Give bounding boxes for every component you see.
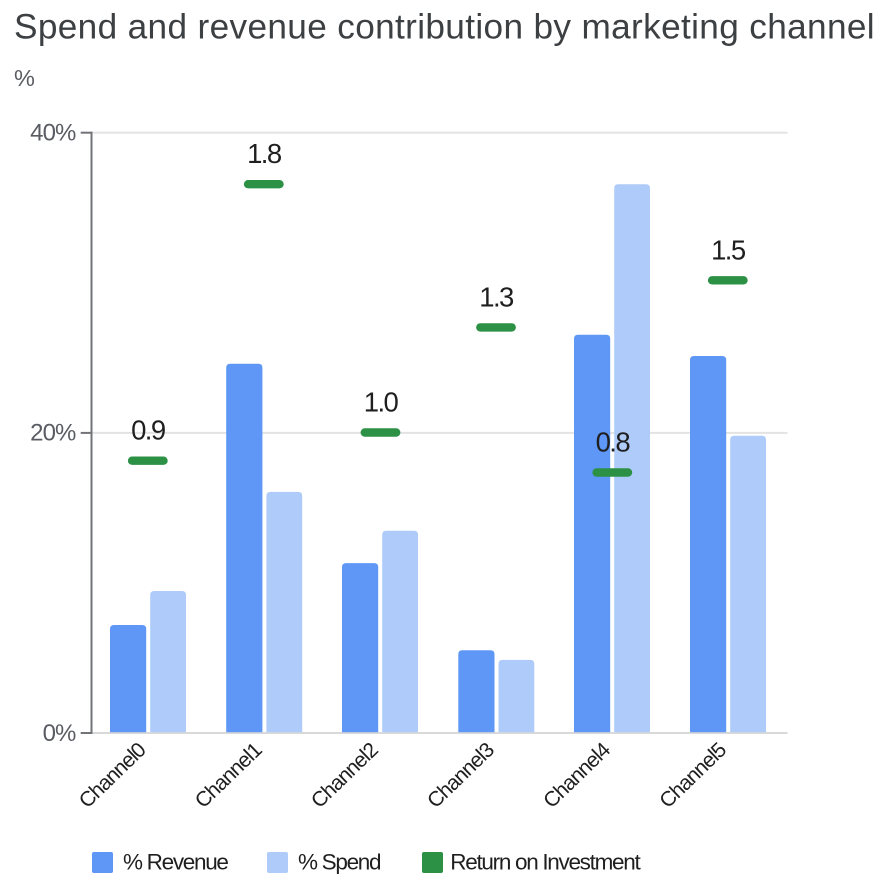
svg-text:Return on Investment: Return on Investment — [450, 850, 641, 875]
svg-text:0%: 0% — [43, 720, 76, 747]
svg-text:40%: 40% — [30, 120, 76, 147]
svg-text:0.8: 0.8 — [596, 427, 631, 458]
svg-text:% Spend: % Spend — [298, 850, 381, 875]
svg-text:1.8: 1.8 — [247, 138, 282, 169]
svg-text:1.0: 1.0 — [364, 387, 399, 418]
svg-text:1.5: 1.5 — [711, 234, 746, 265]
svg-text:0.9: 0.9 — [131, 415, 165, 446]
svg-text:20%: 20% — [30, 420, 76, 447]
svg-text:%: % — [14, 65, 35, 91]
svg-text:% Revenue: % Revenue — [123, 850, 228, 875]
svg-text:1.3: 1.3 — [479, 281, 514, 312]
svg-text:Spend and revenue contribution: Spend and revenue contribution by market… — [14, 8, 875, 47]
